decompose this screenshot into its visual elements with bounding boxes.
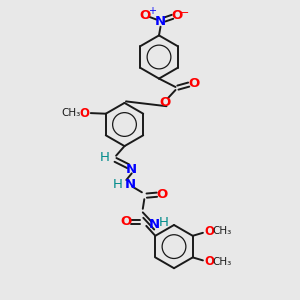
- Text: CH₃: CH₃: [62, 108, 81, 118]
- Text: N: N: [124, 178, 136, 191]
- Text: +: +: [148, 6, 156, 16]
- Text: −: −: [180, 8, 189, 18]
- Text: O: O: [204, 225, 214, 238]
- Text: CH₃: CH₃: [212, 257, 232, 267]
- Text: O: O: [188, 77, 200, 90]
- Text: O: O: [139, 9, 151, 22]
- Text: H: H: [100, 151, 110, 164]
- Text: N: N: [126, 163, 137, 176]
- Text: O: O: [171, 9, 183, 22]
- Text: H: H: [112, 178, 122, 191]
- Text: N: N: [155, 15, 166, 28]
- Text: O: O: [157, 188, 168, 201]
- Text: N: N: [149, 218, 160, 232]
- Text: H: H: [158, 216, 168, 229]
- Text: O: O: [204, 255, 214, 268]
- Text: O: O: [159, 96, 171, 109]
- Text: O: O: [79, 106, 89, 120]
- Text: O: O: [121, 215, 132, 228]
- Text: CH₃: CH₃: [212, 226, 232, 236]
